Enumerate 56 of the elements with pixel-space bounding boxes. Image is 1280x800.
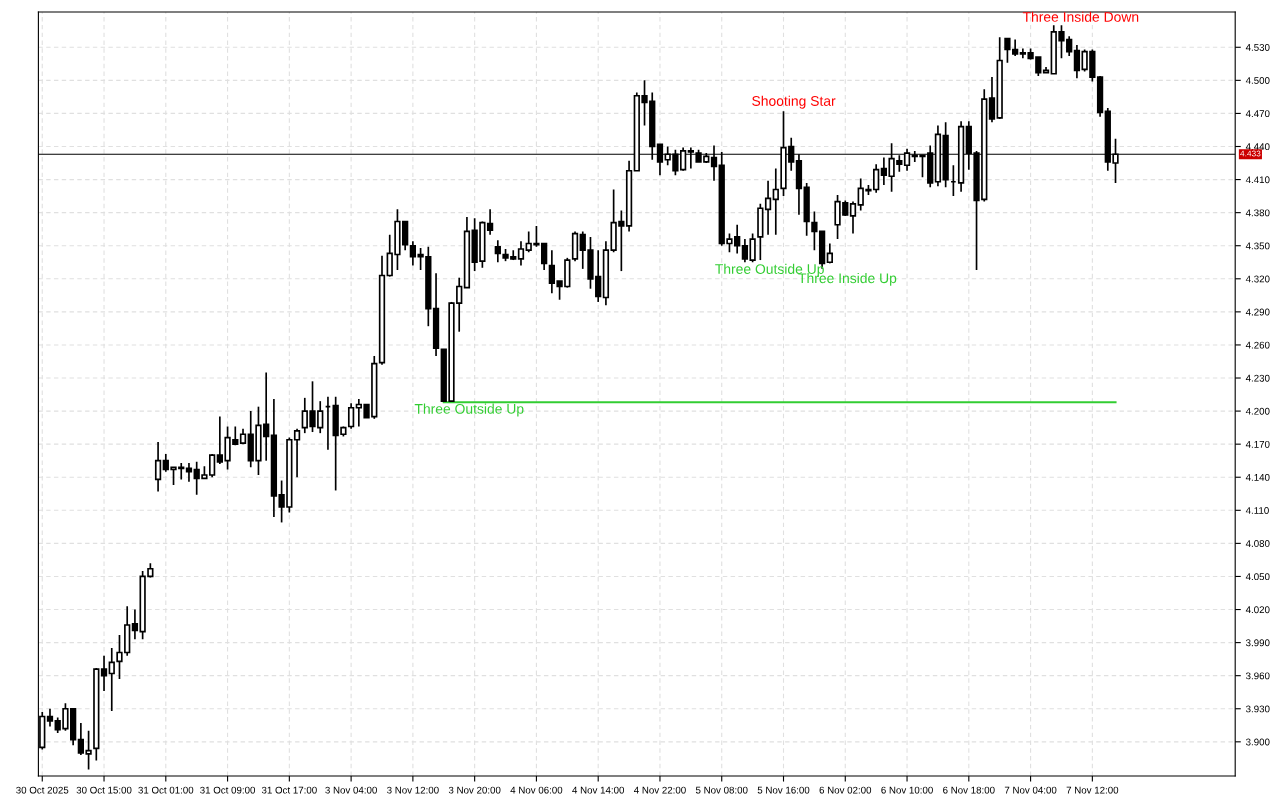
y-tick-label: 4.320 <box>1245 275 1270 283</box>
y-tick-label: 4.500 <box>1245 77 1270 84</box>
candlestick <box>764 179 772 236</box>
x-tick-label: 31 Oct 09:00 <box>200 786 256 794</box>
candlestick <box>517 240 525 267</box>
x-tick-label: 31 Oct 01:00 <box>138 786 194 794</box>
candlestick <box>293 427 301 479</box>
y-tick-label: 4.200 <box>1245 407 1270 415</box>
y-tick-label: 4.410 <box>1245 176 1270 184</box>
x-tick-label: 30 Oct 15:00 <box>76 786 132 794</box>
annotation: Three Outside Up <box>414 403 524 417</box>
y-tick-label: 3.900 <box>1245 738 1270 746</box>
x-tick-label: 4 Nov 22:00 <box>633 786 686 794</box>
ref-line-label: 4.433 <box>1240 150 1261 157</box>
y-tick-label: 4.350 <box>1245 242 1270 250</box>
y-tick-label: 3.930 <box>1245 705 1270 713</box>
candlestick <box>108 647 115 712</box>
candlestick <box>347 402 355 430</box>
y-tick-label: 4.020 <box>1245 606 1270 614</box>
y-tick-label: 4.050 <box>1245 573 1270 581</box>
y-tick-label: 4.440 <box>1245 143 1270 151</box>
y-tick-label: 4.470 <box>1245 110 1270 118</box>
x-tick-label: 7 Nov 12:00 <box>1066 786 1119 794</box>
x-tick-label: 5 Nov 16:00 <box>757 786 810 794</box>
x-tick-label: 3 Nov 12:00 <box>387 786 439 794</box>
x-tick-label: 4 Nov 14:00 <box>572 786 625 794</box>
candlestick <box>494 239 501 264</box>
candlestick <box>772 167 779 236</box>
x-tick-label: 4 Nov 06:00 <box>510 786 563 794</box>
x-tick-label: 6 Nov 18:00 <box>943 786 995 794</box>
y-tick-label: 3.960 <box>1245 672 1270 680</box>
candlestick <box>154 441 162 493</box>
candlestick <box>185 462 193 483</box>
x-tick-label: 30 Oct 2025 <box>16 786 69 794</box>
annotation: Three Inside Down <box>1022 11 1139 22</box>
x-tick-label: 5 Nov 08:00 <box>695 786 748 794</box>
candlestick <box>100 654 108 692</box>
y-tick-label: 4.170 <box>1245 440 1270 448</box>
y-tick-label: 4.260 <box>1245 341 1270 349</box>
x-tick-label: 3 Nov 20:00 <box>448 786 501 794</box>
candlestick <box>849 200 857 235</box>
annotation: Shooting Star <box>752 95 836 109</box>
y-tick-label: 4.110 <box>1245 507 1269 514</box>
x-tick-label: 6 Nov 02:00 <box>819 786 872 794</box>
x-tick-label: 7 Nov 04:00 <box>1004 786 1057 794</box>
y-tick-label: 4.290 <box>1245 308 1270 316</box>
y-tick-label: 4.230 <box>1245 374 1270 382</box>
candlestick <box>988 76 996 124</box>
y-tick-label: 4.380 <box>1245 209 1270 217</box>
y-tick-label: 4.080 <box>1245 540 1270 547</box>
y-tick-label: 4.140 <box>1245 473 1270 481</box>
x-tick-label: 31 Oct 17:00 <box>261 786 317 794</box>
y-tick-label: 4.530 <box>1245 44 1270 51</box>
x-tick-label: 3 Nov 04:00 <box>325 786 377 794</box>
x-tick-label: 6 Nov 10:00 <box>881 786 933 794</box>
y-tick-label: 3.990 <box>1245 639 1270 647</box>
